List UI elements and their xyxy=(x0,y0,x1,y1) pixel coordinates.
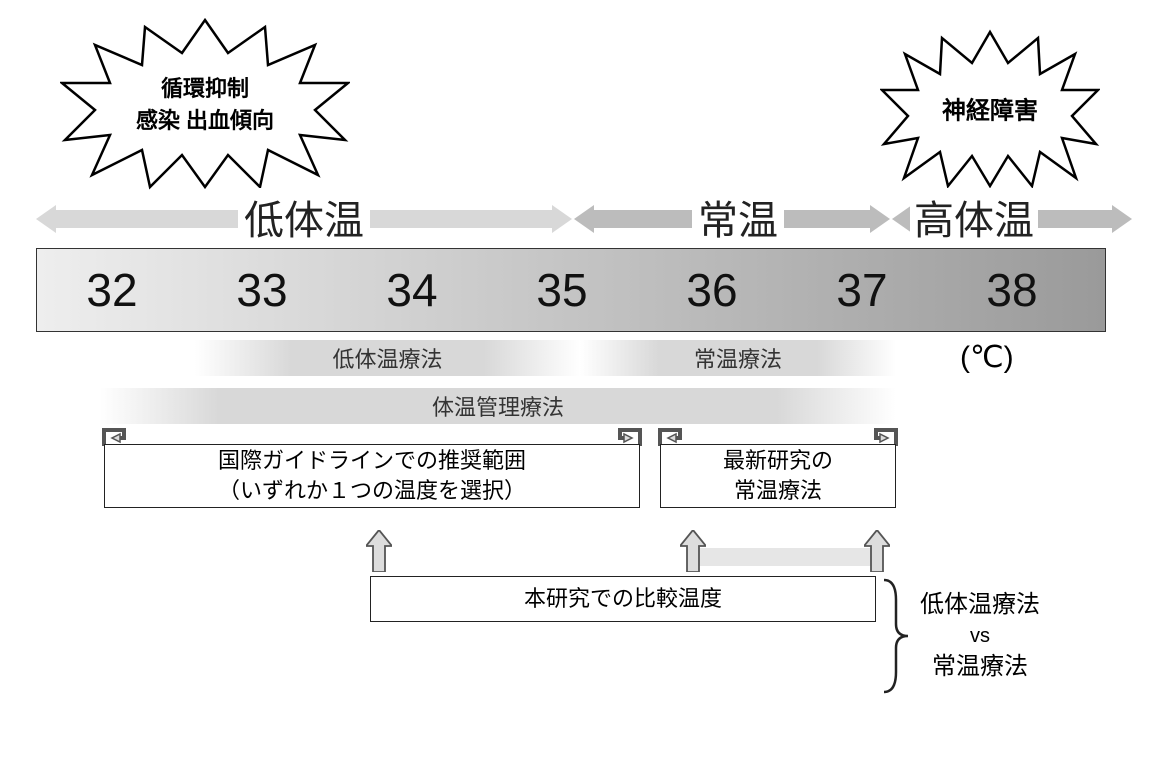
starburst-left-line2: 感染 出血傾向 xyxy=(136,103,274,135)
therapy-normo-label: 常温療法 xyxy=(694,342,782,374)
temp-value-37: 37 xyxy=(787,263,937,317)
box-latest-line2: 常温療法 xyxy=(723,476,833,506)
compare-line2: vs xyxy=(920,622,1040,650)
box-guideline: 国際ガイドラインでの推奨範囲 （いずれか１つの温度を選択） xyxy=(104,444,640,508)
up-arrow-1 xyxy=(366,530,392,572)
box-guideline-line2: （いずれか１つの温度を選択） xyxy=(218,476,526,506)
starburst-left-line1: 循環抑制 xyxy=(136,71,274,103)
arrow-connector-bar xyxy=(693,548,873,566)
box-compare-text: 本研究での比較温度 xyxy=(524,584,722,614)
starburst-left: 循環抑制 感染 出血傾向 xyxy=(60,15,350,190)
range-label-hypo: 低体温 xyxy=(238,188,370,246)
temp-value-33: 33 xyxy=(187,263,337,317)
compare-line1: 低体温療法 xyxy=(920,588,1040,622)
range-label-hyper: 高体温 xyxy=(910,188,1038,246)
temp-value-34: 34 xyxy=(337,263,487,317)
box-guideline-line1: 国際ガイドラインでの推奨範囲 xyxy=(218,446,526,476)
up-arrow-2 xyxy=(680,530,706,572)
therapy-manage: 体温管理療法 xyxy=(100,388,896,424)
box-latest-line1: 最新研究の xyxy=(723,446,833,476)
temperature-scale: 32 33 34 35 36 37 38 xyxy=(36,248,1106,332)
box-compare: 本研究での比較温度 xyxy=(370,576,876,622)
up-arrow-3 xyxy=(864,530,890,572)
unit-celsius: (℃) xyxy=(960,340,1014,375)
therapy-normo: 常温療法 xyxy=(580,340,896,376)
box-latest: 最新研究の 常温療法 xyxy=(660,444,896,508)
starburst-right-text: 神経障害 xyxy=(942,91,1038,126)
temp-value-36: 36 xyxy=(637,263,787,317)
therapy-hypo: 低体温療法 xyxy=(195,340,580,376)
therapy-manage-label: 体温管理療法 xyxy=(432,390,564,422)
temp-value-35: 35 xyxy=(487,263,637,317)
compare-line3: 常温療法 xyxy=(920,650,1040,684)
diagram-root: 循環抑制 感染 出血傾向 神経障害 低体温 常温 高体温 32 33 34 xyxy=(0,0,1154,766)
starburst-right: 神経障害 xyxy=(880,28,1100,188)
compare-text: 低体温療法 vs 常温療法 xyxy=(920,588,1040,683)
therapy-hypo-label: 低体温療法 xyxy=(332,342,442,374)
range-label-normo: 常温 xyxy=(692,188,784,246)
temp-value-38: 38 xyxy=(937,263,1087,317)
temp-value-32: 32 xyxy=(37,263,187,317)
right-brace-icon xyxy=(880,576,910,696)
